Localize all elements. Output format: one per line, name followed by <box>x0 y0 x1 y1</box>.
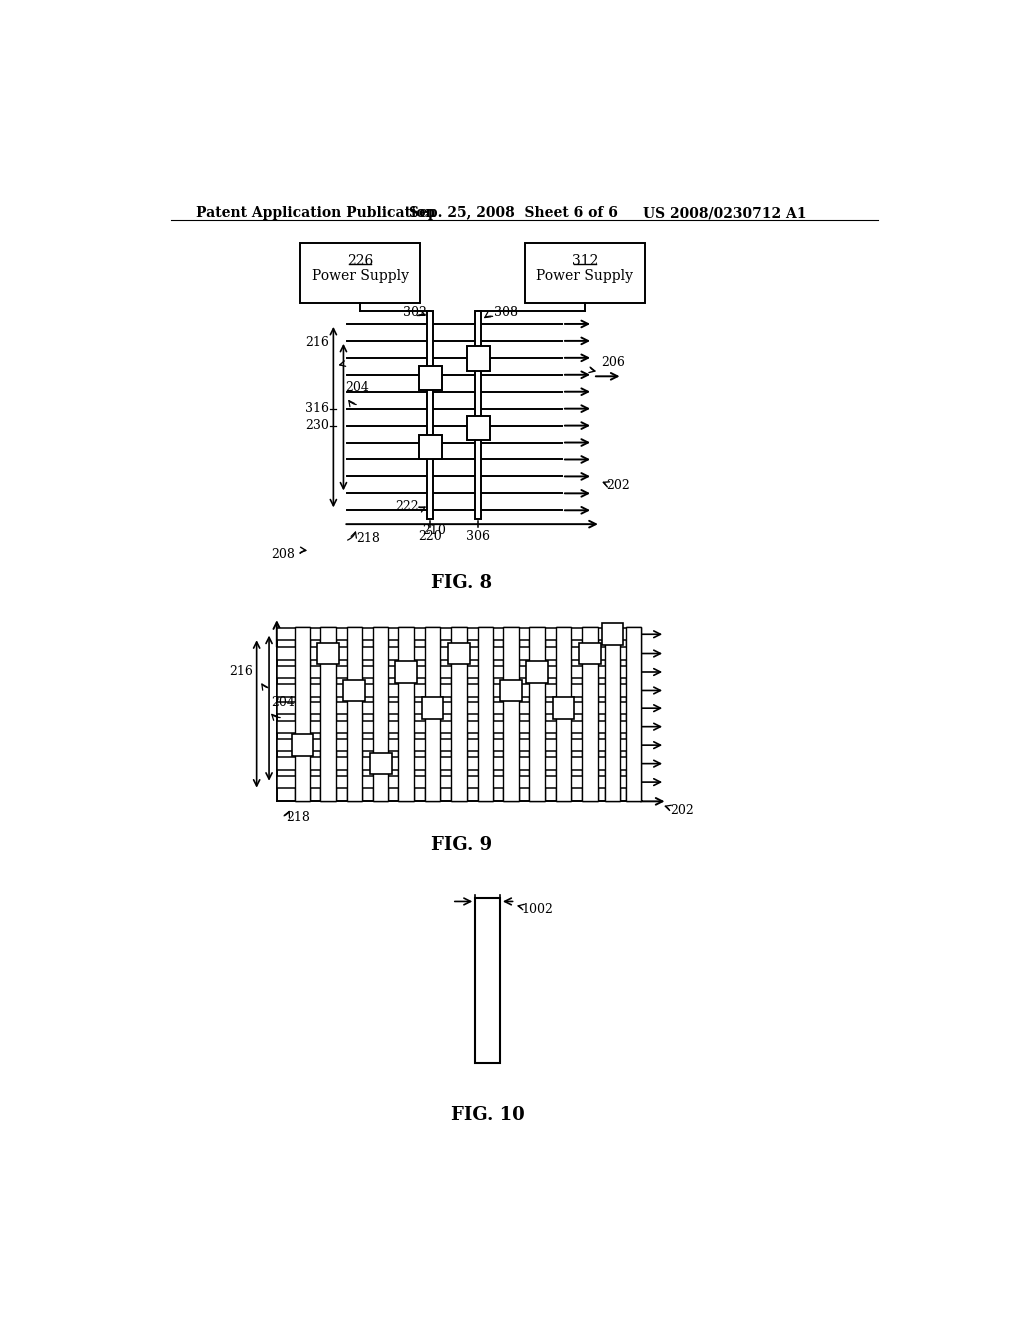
Bar <box>477 627 493 801</box>
Text: 220: 220 <box>419 531 442 544</box>
Bar <box>419 434 442 459</box>
Bar <box>604 627 621 801</box>
Bar <box>276 628 638 640</box>
Text: 308: 308 <box>494 306 518 319</box>
Bar <box>503 627 518 801</box>
Text: 216: 216 <box>229 665 253 678</box>
Bar <box>467 416 489 441</box>
Text: 204: 204 <box>271 696 295 709</box>
Text: FIG. 10: FIG. 10 <box>451 1106 524 1123</box>
Text: 1002: 1002 <box>521 903 554 916</box>
Bar <box>425 627 440 801</box>
Text: 316: 316 <box>305 403 329 416</box>
Bar <box>452 627 467 801</box>
Bar <box>276 758 638 770</box>
Bar <box>427 312 433 519</box>
Bar <box>276 739 638 751</box>
Bar <box>556 627 571 801</box>
Bar <box>529 627 545 801</box>
Bar <box>292 734 313 756</box>
Bar <box>467 346 489 371</box>
Bar <box>475 312 481 519</box>
Bar <box>276 684 638 697</box>
Text: US 2008/0230712 A1: US 2008/0230712 A1 <box>643 206 807 220</box>
Bar <box>346 627 362 801</box>
Bar <box>321 627 336 801</box>
Bar <box>604 627 621 801</box>
Text: 226: 226 <box>347 253 373 268</box>
Text: 202: 202 <box>671 804 694 817</box>
Text: 204: 204 <box>345 381 369 395</box>
Bar <box>503 627 518 801</box>
Bar <box>579 643 601 664</box>
Bar <box>300 243 420 304</box>
Bar <box>526 661 548 682</box>
Text: FIG. 8: FIG. 8 <box>431 574 492 593</box>
Bar <box>626 627 641 801</box>
Bar <box>321 627 336 801</box>
Bar <box>295 627 310 801</box>
Bar <box>553 697 574 719</box>
Bar <box>398 627 414 801</box>
Text: Sep. 25, 2008  Sheet 6 of 6: Sep. 25, 2008 Sheet 6 of 6 <box>409 206 617 220</box>
Bar <box>425 627 440 801</box>
Text: Patent Application Publication: Patent Application Publication <box>197 206 436 220</box>
Bar <box>395 661 417 682</box>
Text: 218: 218 <box>356 532 380 545</box>
Bar <box>276 647 638 660</box>
Text: 208: 208 <box>270 548 295 561</box>
Bar <box>626 627 641 801</box>
Text: 202: 202 <box>606 479 630 492</box>
Bar <box>295 627 310 801</box>
Text: Power Supply: Power Supply <box>311 269 409 284</box>
Bar <box>583 627 598 801</box>
Bar <box>398 627 414 801</box>
Bar <box>317 643 339 664</box>
Text: 230: 230 <box>305 418 329 432</box>
Bar <box>373 627 388 801</box>
Bar <box>449 643 470 664</box>
Bar <box>477 627 493 801</box>
Bar <box>524 243 645 304</box>
Bar <box>276 702 638 714</box>
Bar <box>343 680 366 701</box>
Text: Power Supply: Power Supply <box>537 269 634 284</box>
Bar <box>452 627 467 801</box>
Text: 210: 210 <box>422 524 446 537</box>
Text: FIG. 9: FIG. 9 <box>431 836 492 854</box>
Bar <box>276 665 638 678</box>
Bar <box>276 721 638 733</box>
Bar <box>346 627 362 801</box>
Text: 222: 222 <box>395 500 419 513</box>
Text: 218: 218 <box>287 810 310 824</box>
Bar <box>373 627 388 801</box>
Bar <box>601 623 624 645</box>
Bar <box>583 627 598 801</box>
Bar <box>370 752 391 775</box>
Text: 302: 302 <box>402 306 426 319</box>
Text: 216: 216 <box>305 335 329 348</box>
Bar <box>422 697 443 719</box>
Text: 206: 206 <box>601 356 625 370</box>
Bar <box>419 366 442 391</box>
Bar <box>556 627 571 801</box>
Bar <box>500 680 521 701</box>
Bar <box>276 776 638 788</box>
Bar <box>475 898 500 1063</box>
Text: 312: 312 <box>571 253 598 268</box>
Text: 306: 306 <box>466 531 490 544</box>
Bar <box>529 627 545 801</box>
